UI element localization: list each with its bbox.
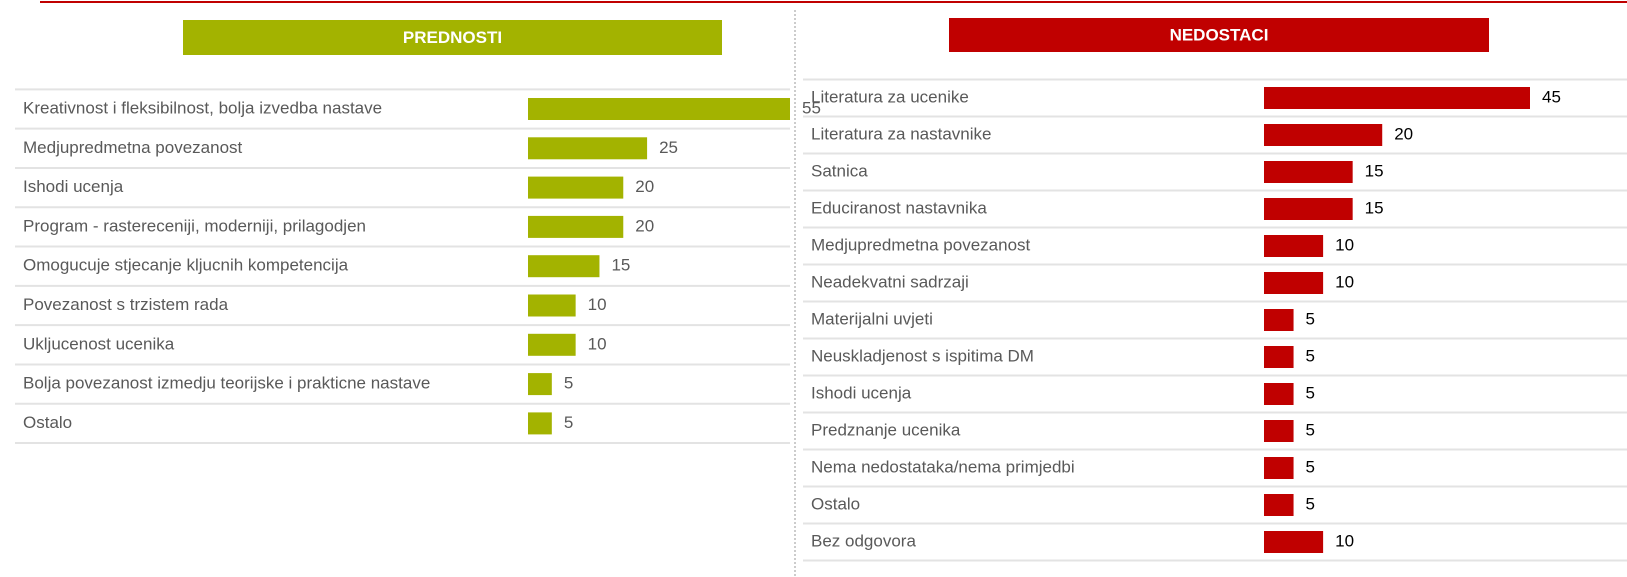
category-label: Literatura za ucenike	[811, 87, 969, 106]
value-label: 15	[611, 256, 630, 275]
category-label: Kreativnost i fleksibilnost, bolja izved…	[23, 98, 382, 117]
value-label: 5	[1306, 346, 1315, 365]
title-box	[183, 20, 722, 55]
bar	[1264, 87, 1530, 109]
value-label: 25	[659, 138, 678, 157]
bar	[528, 373, 552, 396]
bar	[1264, 494, 1294, 516]
value-label: 20	[1394, 124, 1413, 143]
value-label: 10	[1335, 531, 1354, 550]
value-label: 20	[635, 177, 654, 196]
bar	[1264, 198, 1353, 220]
value-label: 5	[1306, 494, 1315, 513]
value-label: 10	[1335, 272, 1354, 291]
category-label: Neadekvatni sadrzaji	[811, 272, 969, 291]
bar	[1264, 235, 1324, 257]
title-box	[949, 18, 1489, 52]
category-label: Bez odgovora	[811, 531, 916, 550]
category-label: Omogucuje stjecanje kljucnih kompetencij…	[23, 256, 349, 275]
value-label: 10	[1335, 235, 1354, 254]
category-label: Bolja povezanost izmedju teorijske i pra…	[23, 374, 430, 393]
bar	[1264, 124, 1383, 146]
category-label: Ukljucenost ucenika	[23, 334, 175, 353]
bar	[528, 333, 576, 356]
category-label: Educiranost nastavnika	[811, 198, 987, 217]
bar	[1264, 272, 1324, 294]
category-label: Satnica	[811, 161, 868, 180]
chart-title: PREDNOSTI	[403, 28, 502, 47]
bar	[1264, 531, 1324, 553]
category-label: Povezanost s trzistem rada	[23, 295, 229, 314]
bar	[1264, 383, 1294, 405]
bar	[528, 294, 576, 317]
bar	[1264, 309, 1294, 331]
bar	[1264, 420, 1294, 442]
bar	[1264, 161, 1353, 183]
value-label: 5	[1306, 420, 1315, 439]
category-label: Ishodi ucenja	[23, 177, 124, 196]
value-label: 5	[1306, 383, 1315, 402]
bar	[528, 412, 552, 435]
value-label: 5	[564, 374, 573, 393]
category-label: Ostalo	[811, 494, 860, 513]
bar	[528, 255, 600, 278]
bar	[1264, 346, 1294, 368]
category-label: Neuskladjenost s ispitima DM	[811, 346, 1034, 365]
category-label: Ishodi ucenja	[811, 383, 912, 402]
value-label: 15	[1365, 161, 1384, 180]
value-label: 10	[588, 295, 607, 314]
value-label: 15	[1365, 198, 1384, 217]
category-label: Medjupredmetna povezanost	[811, 235, 1031, 254]
category-label: Program - rastereceniji, moderniji, pril…	[23, 216, 366, 235]
bar	[528, 137, 648, 160]
chart-title: NEDOSTACI	[1170, 25, 1269, 44]
value-label: 45	[1542, 87, 1561, 106]
value-label: 20	[635, 216, 654, 235]
bar	[528, 98, 790, 120]
category-label: Predznanje ucenika	[811, 420, 961, 439]
category-label: Ostalo	[23, 413, 72, 432]
category-label: Nema nedostataka/nema primjedbi	[811, 457, 1075, 476]
category-label: Materijalni uvjeti	[811, 309, 933, 328]
value-label: 55	[802, 98, 821, 117]
bar	[528, 176, 624, 199]
bar	[1264, 457, 1294, 479]
value-label: 5	[1306, 309, 1315, 328]
value-label: 5	[564, 413, 573, 432]
value-label: 10	[588, 334, 607, 353]
category-label: Literatura za nastavnike	[811, 124, 992, 143]
bar	[528, 215, 624, 238]
category-label: Medjupredmetna povezanost	[23, 138, 243, 157]
value-label: 5	[1306, 457, 1315, 476]
